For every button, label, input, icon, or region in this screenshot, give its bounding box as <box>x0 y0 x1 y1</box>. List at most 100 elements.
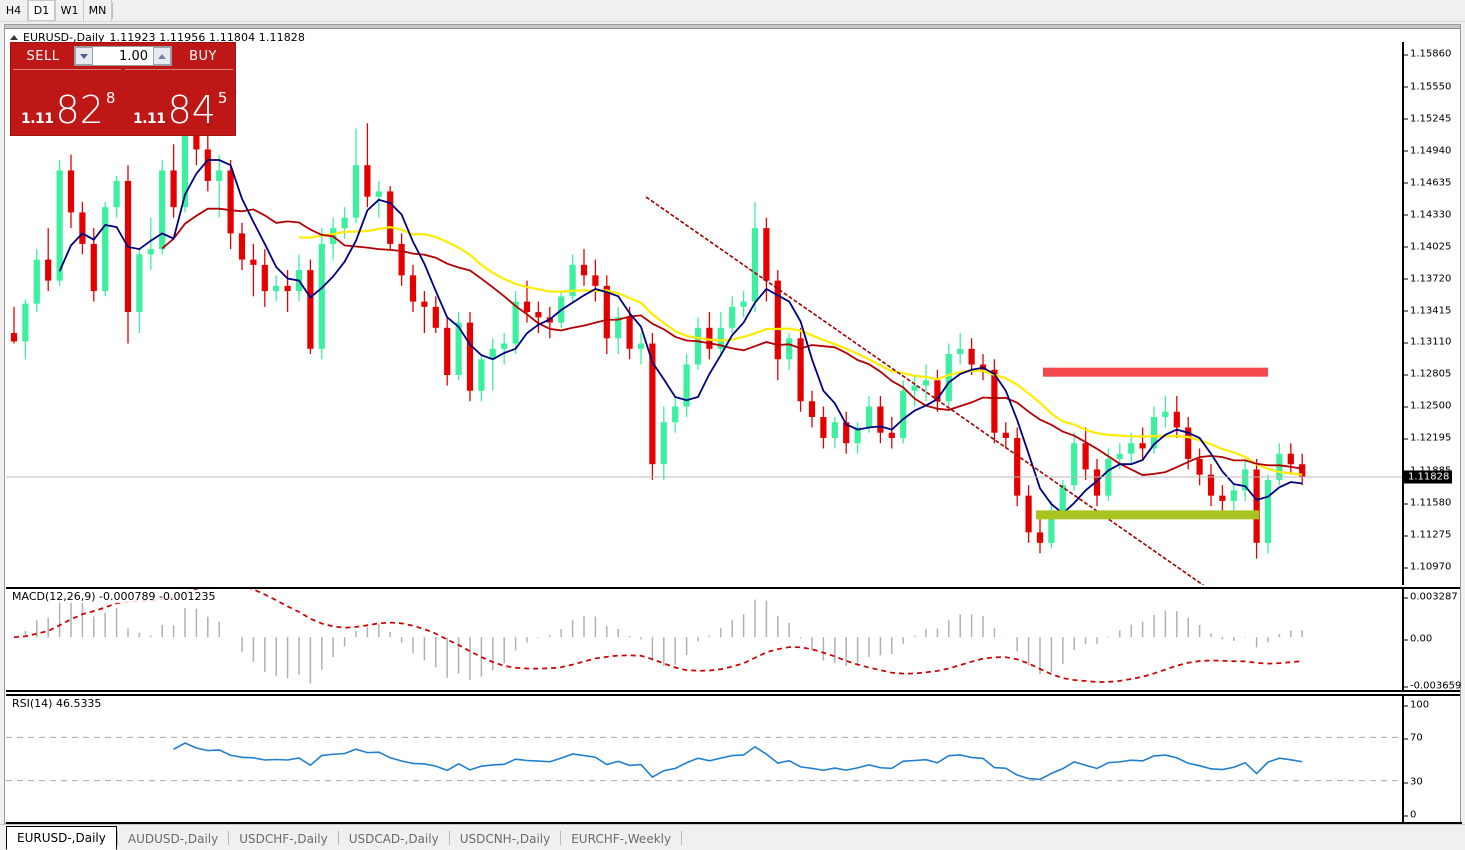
rsi-pane[interactable]: RSI(14) 46.5335 <box>6 694 1404 822</box>
candle-body <box>603 285 610 339</box>
candle-body <box>1207 474 1215 496</box>
candle-body <box>102 207 109 292</box>
rsi-label: RSI(14) 46.5335 <box>10 697 104 710</box>
candle-body <box>284 285 291 292</box>
sell-button[interactable]: 1.11 82 8 <box>13 69 121 133</box>
price-tick: 1.11275 <box>1404 530 1451 541</box>
chart-tab-eurchf[interactable]: EURCHF-,Weekly <box>571 832 672 846</box>
candle-body <box>478 359 485 391</box>
triangle-up-icon[interactable] <box>10 34 18 40</box>
candle-body <box>888 432 895 438</box>
chart-tab-usdcad[interactable]: USDCAD-,Daily <box>348 832 439 846</box>
one-click-trading-panel[interactable]: SELL 1.00 BUY 1.11 82 8 <box>10 42 236 136</box>
candle-body <box>489 348 496 360</box>
candle-body <box>523 301 531 313</box>
candle-body <box>808 401 816 417</box>
candle-body <box>683 364 690 407</box>
price-tick: 1.13415 <box>1404 305 1451 316</box>
candle-body <box>364 165 371 197</box>
rsi-tick: 0 <box>1404 810 1416 821</box>
timeframe-h4[interactable]: H4 <box>0 0 28 21</box>
candle-body <box>660 422 667 465</box>
candle-body <box>1230 490 1237 501</box>
candle-body <box>1048 511 1055 543</box>
candle-body <box>831 422 838 438</box>
macd-tick: 0.00 <box>1404 634 1432 645</box>
ma-fast-line <box>58 159 1303 515</box>
price-tick: 1.15860 <box>1404 49 1451 60</box>
candle-body <box>1036 532 1044 543</box>
candle-body <box>1242 469 1249 491</box>
timeframe-toolbar: H4 D1 W1 MN <box>0 0 1465 22</box>
candle-body <box>945 354 952 402</box>
volume-decrement-button[interactable] <box>75 47 93 65</box>
chart-tab-eurusd[interactable]: EURUSD-,Daily <box>6 826 117 850</box>
macd-pane[interactable]: MACD(12,26,9) -0.000789 -0.001235 <box>6 587 1404 692</box>
chart-top-scrollbar[interactable] <box>5 25 1460 29</box>
volume-input[interactable]: 1.00 <box>74 46 172 66</box>
candle-body <box>1264 479 1272 543</box>
candle-body <box>786 338 793 360</box>
candle-body <box>1025 495 1032 533</box>
rsi-tick: 100 <box>1404 700 1429 711</box>
price-tick: 1.14940 <box>1404 145 1451 156</box>
chart-ohlc-label: 1.11923 1.11956 1.11804 1.11828 <box>109 30 305 44</box>
price-tick: 1.15550 <box>1404 81 1451 92</box>
candle-body <box>1139 443 1146 449</box>
candle-body <box>957 348 964 355</box>
price-pane[interactable] <box>6 42 1404 585</box>
tab-divider <box>560 830 562 845</box>
candle-body <box>774 280 781 360</box>
chart-tab-usdcnh[interactable]: USDCNH-,Daily <box>459 832 551 846</box>
candle-body <box>1253 469 1260 543</box>
candle-body <box>865 406 873 428</box>
candle-body <box>250 259 257 265</box>
candle-body <box>136 254 143 313</box>
chart-tab-audusd[interactable]: AUDUSD-,Daily <box>127 832 219 846</box>
candle-body <box>1116 453 1123 459</box>
timeframe-mn[interactable]: MN <box>84 0 112 21</box>
tab-divider <box>228 830 230 845</box>
candle-body <box>261 264 268 292</box>
candle-body <box>1276 453 1283 480</box>
candle-body <box>1059 485 1066 512</box>
price-tick: 1.14330 <box>1404 209 1451 220</box>
candle-body <box>432 306 439 328</box>
sell-label: SELL <box>26 48 60 64</box>
candle-body <box>592 275 599 286</box>
price-scale[interactable]: 1.15860 1.15550 1.15245 1.14940 1.14635 1.143… <box>1402 42 1460 585</box>
price-chart-svg <box>6 65 1404 585</box>
macd-scale[interactable]: 0.003287 0.00 -0.003659 <box>1402 587 1461 692</box>
tab-divider <box>116 830 118 845</box>
buy-button[interactable]: 1.11 84 5 <box>125 69 233 133</box>
macd-tick: 0.003287 <box>1404 592 1458 603</box>
chart-tab-usdchf[interactable]: USDCHF-,Daily <box>239 832 328 846</box>
macd-chart-svg <box>13 589 1303 684</box>
price-tick: 1.13110 <box>1404 337 1451 348</box>
candle-body <box>1185 427 1192 459</box>
timeframe-d1[interactable]: D1 <box>28 0 56 21</box>
candle-body <box>1196 458 1203 475</box>
candle-body <box>1093 469 1101 496</box>
tab-divider <box>681 830 683 845</box>
candle-body <box>717 327 724 349</box>
candle-body <box>637 343 645 349</box>
trade-panel-header: SELL 1.00 BUY <box>11 43 235 69</box>
ma-slow-line <box>298 225 1303 476</box>
volume-increment-button[interactable] <box>153 47 171 65</box>
candle-body <box>444 327 451 376</box>
candle-body <box>1071 443 1078 486</box>
candle-body <box>1287 453 1294 465</box>
candle-body <box>455 322 462 376</box>
timeframe-w1[interactable]: W1 <box>56 0 84 21</box>
price-tick: 1.12195 <box>1404 433 1451 444</box>
macd-signal-line <box>13 589 1303 683</box>
candle-body <box>820 416 827 438</box>
toolbar-divider <box>112 2 113 19</box>
candle-body <box>911 385 918 391</box>
support-zone <box>1036 510 1259 520</box>
candle-body <box>10 333 18 342</box>
candle-body <box>740 301 747 307</box>
rsi-scale[interactable]: 100 70 30 0 <box>1402 694 1460 822</box>
candle-body <box>843 422 850 444</box>
